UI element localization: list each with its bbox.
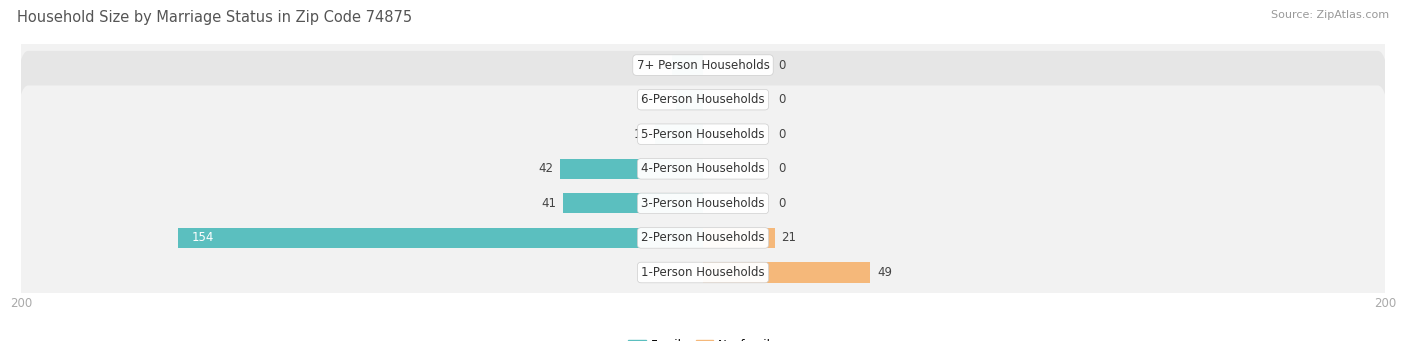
FancyBboxPatch shape xyxy=(11,0,1395,287)
Bar xyxy=(564,193,703,213)
Text: Source: ZipAtlas.com: Source: ZipAtlas.com xyxy=(1271,10,1389,20)
Text: 154: 154 xyxy=(191,232,214,244)
Text: 0: 0 xyxy=(778,93,786,106)
Text: 42: 42 xyxy=(538,162,553,175)
FancyBboxPatch shape xyxy=(11,0,1395,341)
Text: 0: 0 xyxy=(778,59,786,72)
Text: 1-Person Households: 1-Person Households xyxy=(641,266,765,279)
Text: 2-Person Households: 2-Person Households xyxy=(641,232,765,244)
Bar xyxy=(703,263,870,283)
FancyBboxPatch shape xyxy=(11,86,1395,341)
FancyBboxPatch shape xyxy=(11,51,1395,341)
Text: 14: 14 xyxy=(634,128,648,141)
Bar xyxy=(560,159,703,179)
Text: 4-Person Households: 4-Person Households xyxy=(641,162,765,175)
Text: 9: 9 xyxy=(658,59,665,72)
Bar xyxy=(676,90,703,110)
Legend: Family, Nonfamily: Family, Nonfamily xyxy=(623,335,783,341)
FancyBboxPatch shape xyxy=(11,16,1395,341)
Bar xyxy=(655,124,703,144)
FancyBboxPatch shape xyxy=(11,0,1395,252)
Bar xyxy=(179,228,703,248)
Text: 0: 0 xyxy=(778,162,786,175)
Text: 0: 0 xyxy=(778,128,786,141)
Text: 41: 41 xyxy=(541,197,557,210)
Text: 7+ Person Households: 7+ Person Households xyxy=(637,59,769,72)
Text: 49: 49 xyxy=(877,266,891,279)
Text: 0: 0 xyxy=(778,197,786,210)
Text: Household Size by Marriage Status in Zip Code 74875: Household Size by Marriage Status in Zip… xyxy=(17,10,412,25)
Bar xyxy=(703,228,775,248)
Text: 6-Person Households: 6-Person Households xyxy=(641,93,765,106)
Text: 5-Person Households: 5-Person Households xyxy=(641,128,765,141)
FancyBboxPatch shape xyxy=(11,0,1395,321)
Bar xyxy=(672,55,703,75)
Text: 21: 21 xyxy=(782,232,796,244)
Text: 8: 8 xyxy=(662,93,669,106)
Text: 3-Person Households: 3-Person Households xyxy=(641,197,765,210)
